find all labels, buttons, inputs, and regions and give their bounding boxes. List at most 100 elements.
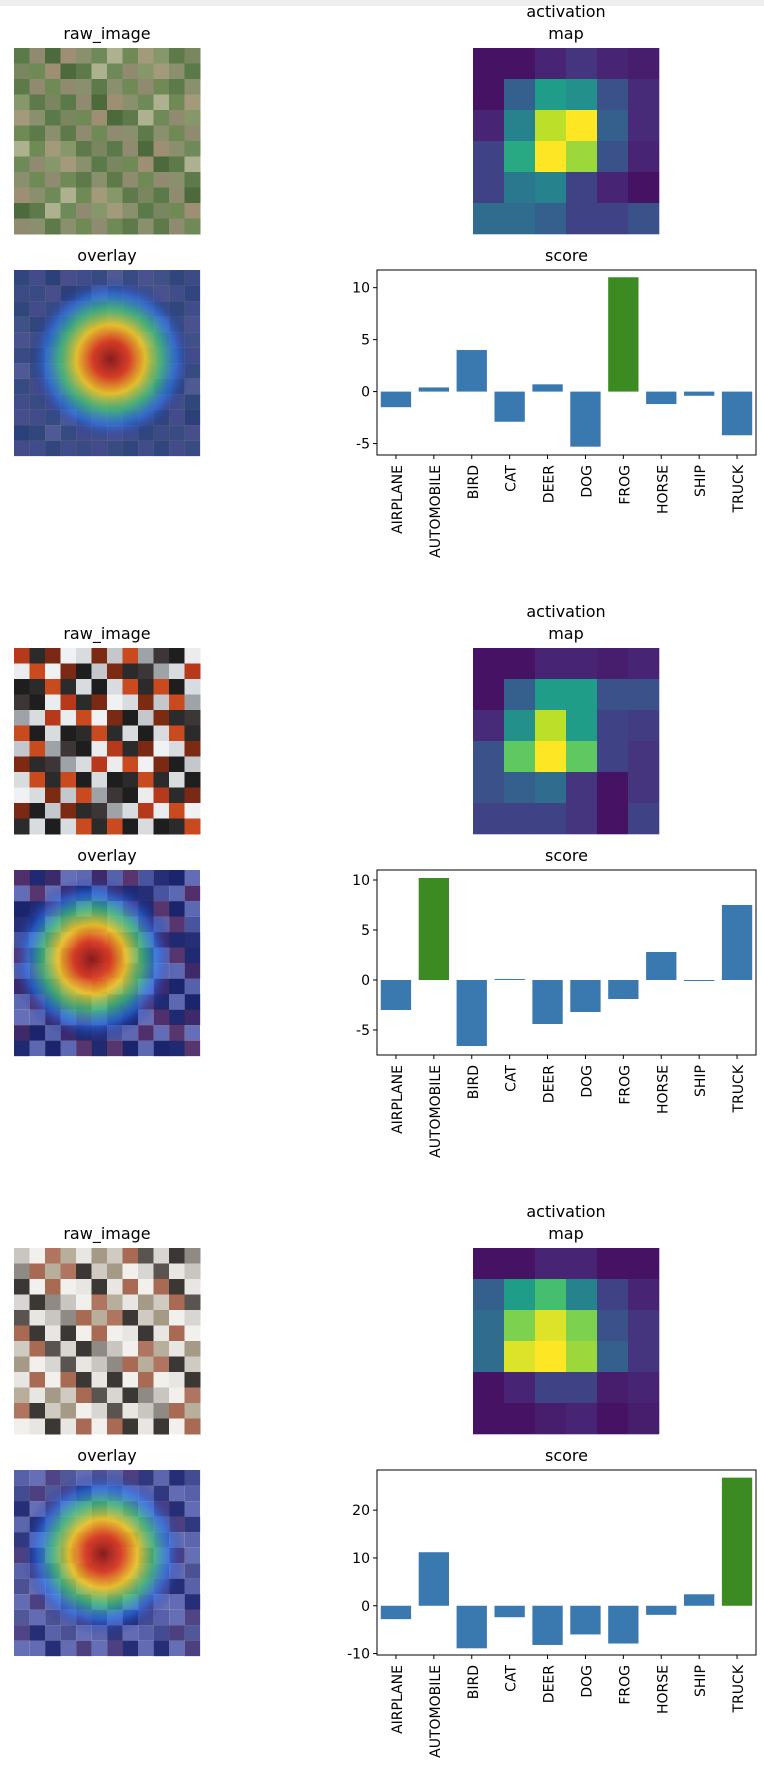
raw-pixel [14, 48, 30, 64]
activation-cell [473, 1372, 505, 1404]
score-bar [532, 980, 563, 1024]
raw-pixel [107, 172, 123, 188]
overlay-pixel [14, 1594, 30, 1610]
raw-pixel [45, 1294, 61, 1311]
overlay-pixel [169, 885, 185, 902]
score-bar [608, 980, 639, 999]
raw-pixel [14, 756, 30, 773]
overlay-pixel [184, 901, 201, 917]
top-border [0, 0, 764, 6]
raw-image [14, 648, 201, 835]
x-tick-label: FROG [617, 1065, 633, 1105]
overlay-heat [21, 1471, 186, 1636]
raw-pixel [14, 203, 30, 219]
activation-cell [597, 48, 629, 80]
raw-pixel [107, 48, 123, 64]
raw-pixel [45, 772, 61, 788]
raw-pixel [107, 1279, 123, 1295]
raw-pixel [169, 1294, 185, 1311]
raw-pixel [14, 141, 30, 157]
overlay-pixel [45, 1470, 61, 1486]
raw-pixel [29, 79, 46, 95]
raw-pixel [169, 156, 185, 173]
raw-pixel [138, 710, 154, 726]
raw-pixel [29, 1310, 46, 1326]
score-bar [418, 1552, 450, 1606]
raw-pixel [14, 1403, 30, 1419]
activation-cell [504, 1279, 536, 1311]
raw-pixel [91, 756, 108, 773]
overlay-title: overlay [77, 1446, 136, 1465]
overlay-pixel [169, 901, 185, 917]
raw-pixel [14, 679, 30, 695]
raw-pixel [29, 187, 46, 204]
raw-pixel [14, 725, 30, 742]
raw-pixel [153, 818, 170, 835]
raw-pixel [122, 1263, 139, 1280]
raw-pixel [107, 1387, 123, 1404]
raw-pixel [184, 648, 201, 664]
raw-pixel [76, 1263, 92, 1280]
raw-pixel [138, 79, 154, 95]
overlay-pixel [184, 885, 201, 902]
overlay-pixel [184, 1609, 201, 1626]
raw-pixel [153, 1310, 170, 1326]
x-tick-label: SHIP [693, 1065, 709, 1097]
raw-pixel [153, 1356, 170, 1373]
raw-pixel [45, 48, 61, 64]
raw-pixel [60, 172, 77, 188]
raw-pixel [153, 1387, 170, 1404]
activation-cell [628, 1372, 660, 1404]
overlay-pixel [29, 440, 46, 457]
raw-pixel [107, 694, 123, 711]
raw-pixel [122, 94, 139, 111]
overlay-pixel [45, 425, 61, 441]
raw-pixel [122, 1372, 139, 1388]
activation-cell [597, 772, 629, 804]
overlay-pixel [169, 1485, 185, 1502]
raw-pixel [14, 1279, 30, 1295]
raw-pixel [76, 218, 92, 235]
raw-pixel [153, 1294, 170, 1311]
raw-pixel [60, 94, 77, 111]
raw-pixel [76, 141, 92, 157]
x-tick-label: AIRPLANE [390, 465, 406, 534]
raw-pixel [138, 141, 154, 157]
overlay-pixel [138, 1625, 154, 1641]
activation-cell [504, 803, 536, 835]
overlay-pixel [14, 1040, 30, 1057]
raw-pixel [169, 1341, 185, 1357]
raw-pixel [45, 63, 61, 80]
raw-pixel [138, 1325, 154, 1342]
raw-pixel [169, 663, 185, 680]
raw-pixel [14, 803, 30, 819]
raw-pixel [14, 1325, 30, 1342]
activation-cell [628, 141, 660, 173]
activation-cell [566, 679, 598, 711]
raw-pixel [107, 187, 123, 204]
raw-pixel [169, 218, 185, 235]
overlay-pixel [153, 440, 170, 457]
raw-pixel [138, 48, 154, 64]
raw-pixel [153, 110, 170, 126]
overlay-pixel [60, 1640, 77, 1657]
raw-pixel [91, 218, 108, 235]
activation-cell [628, 172, 660, 204]
raw-pixel [45, 1341, 61, 1357]
overlay-pixel [184, 1501, 201, 1517]
raw-pixel [107, 663, 123, 680]
raw-pixel [169, 1418, 185, 1435]
raw-pixel [45, 725, 61, 742]
raw-pixel [169, 1387, 185, 1404]
raw-pixel [107, 803, 123, 819]
raw-pixel [169, 648, 185, 664]
raw-pixel [122, 1356, 139, 1373]
raw-pixel [45, 1263, 61, 1280]
activation-cell [504, 1248, 536, 1280]
raw-pixel [107, 1325, 123, 1342]
raw-pixel [76, 694, 92, 711]
raw-pixel [29, 1418, 46, 1435]
activation-cell [504, 710, 536, 742]
overlay-pixel [184, 916, 201, 933]
overlay-pixel [184, 316, 201, 333]
